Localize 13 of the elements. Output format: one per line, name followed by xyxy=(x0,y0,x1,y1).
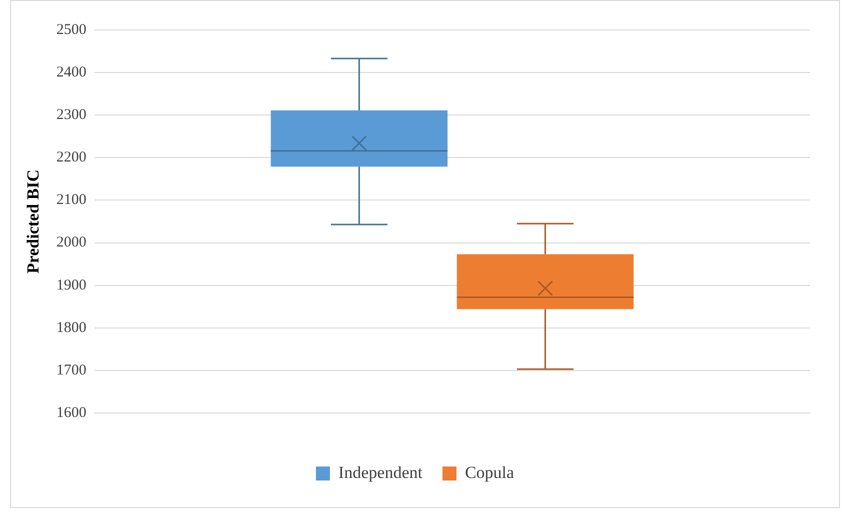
y-tick-label: 2200 xyxy=(56,150,86,166)
y-tick-label: 1700 xyxy=(56,362,86,378)
y-tick-label: 2300 xyxy=(56,107,86,124)
y-tick-label: 1800 xyxy=(56,320,86,336)
y-tick-label: 1600 xyxy=(56,404,86,421)
y-tick-label: 1900 xyxy=(56,277,86,294)
legend-label: Independent xyxy=(338,462,423,482)
y-tick-label: 2500 xyxy=(56,22,86,38)
y-axis-title: Predicted BIC xyxy=(24,169,43,274)
y-tick-label: 2000 xyxy=(56,234,86,251)
y-tick-label: 2100 xyxy=(56,192,86,208)
legend-label: Copula xyxy=(464,462,515,482)
y-tick-label: 2400 xyxy=(56,64,86,80)
